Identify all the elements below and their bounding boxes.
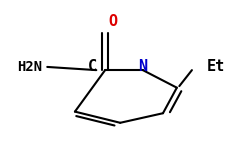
Text: O: O — [108, 14, 117, 29]
Text: N: N — [138, 59, 147, 74]
Text: Et: Et — [206, 59, 224, 74]
Text: C: C — [88, 59, 97, 74]
Text: H2N: H2N — [17, 60, 42, 74]
